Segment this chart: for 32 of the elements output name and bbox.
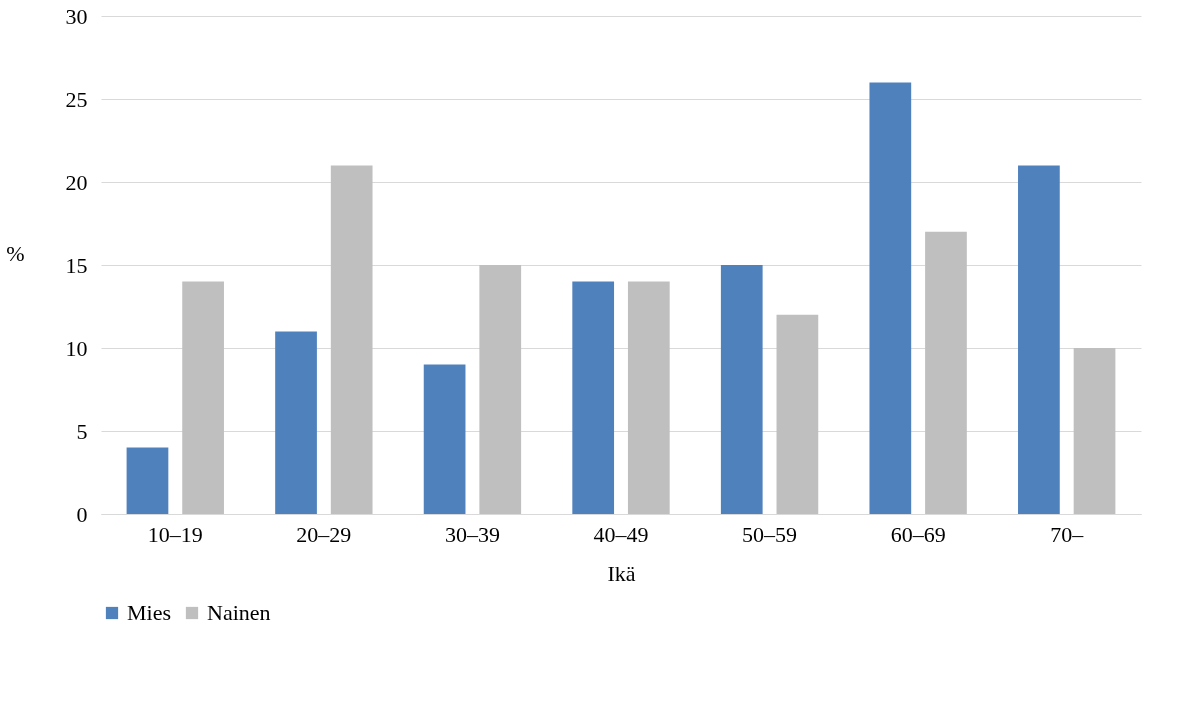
bar — [627, 281, 670, 514]
bar — [572, 281, 615, 514]
x-tick-label: 20–29 — [296, 521, 352, 547]
bar — [479, 265, 522, 514]
bar — [423, 364, 466, 514]
y-tick-label: 0 — [76, 501, 88, 527]
x-tick-label: 30–39 — [444, 521, 500, 547]
x-tick-label: 40–49 — [593, 521, 649, 547]
x-tick-label: 70– — [1050, 521, 1085, 547]
y-tick-label: 15 — [65, 252, 88, 278]
x-tick-label: 60–69 — [890, 521, 946, 547]
y-tick-label: 20 — [65, 169, 88, 195]
bar — [1018, 165, 1060, 514]
legend-label: Nainen — [207, 600, 271, 625]
y-axis-title: % — [6, 240, 25, 266]
bar — [182, 281, 224, 514]
y-tick-label: 30 — [65, 3, 88, 29]
y-tick-label: 25 — [65, 86, 88, 112]
bar — [275, 331, 317, 514]
y-tick-label: 5 — [76, 418, 88, 444]
bar — [330, 165, 373, 514]
bar — [869, 82, 912, 514]
x-tick-label: 10–19 — [147, 521, 203, 547]
bar — [776, 314, 819, 514]
legend-label: Mies — [127, 600, 171, 625]
bar — [720, 265, 763, 514]
x-axis-title: Ikä — [607, 560, 636, 586]
bar — [1073, 348, 1116, 514]
bar — [126, 447, 169, 514]
x-tick-label: 50–59 — [742, 521, 798, 547]
bar — [925, 231, 967, 514]
y-tick-label: 10 — [65, 335, 88, 361]
